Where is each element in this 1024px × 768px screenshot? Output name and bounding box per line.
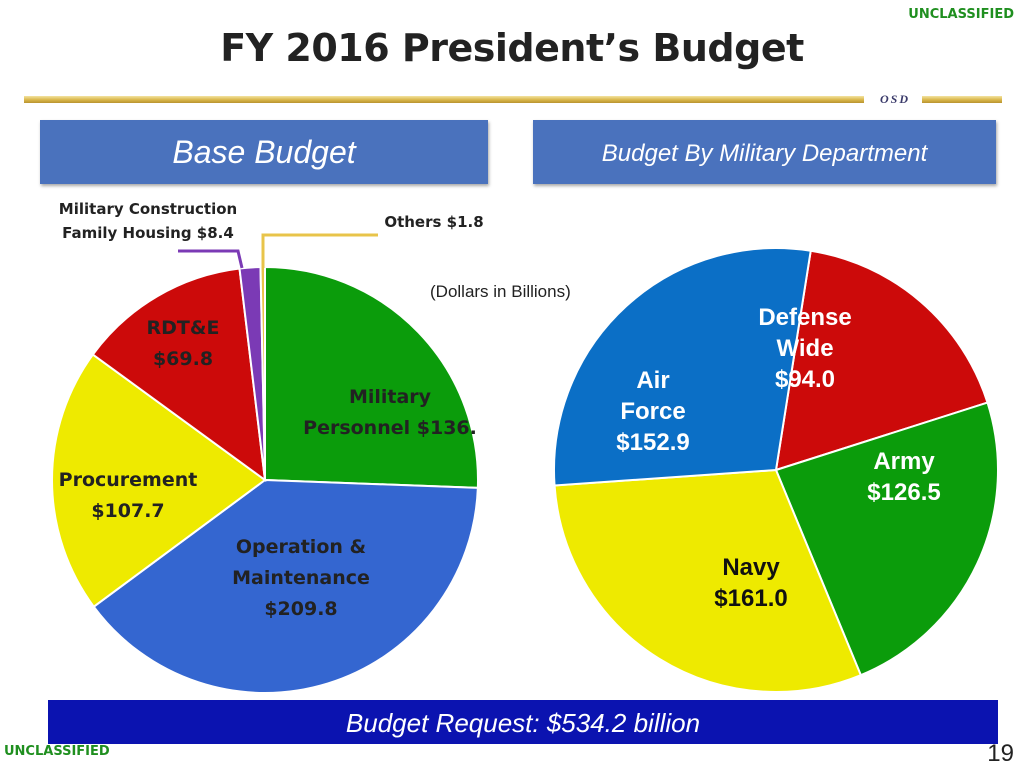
budget-total-label: Budget Request: $534.2 billion bbox=[345, 708, 701, 738]
unit-note: (Dollars in Billions) bbox=[430, 282, 571, 301]
pie1-label-operation-maintenance: Operation & Maintenance $209.8 bbox=[232, 536, 370, 620]
department-banner: Budget By Military Department bbox=[533, 120, 996, 184]
classification-top: UNCLASSIFIED bbox=[908, 7, 1014, 22]
budget-total-bar: Budget Request: $534.2 billion bbox=[48, 700, 998, 744]
pie2-slice-air-force bbox=[553, 247, 812, 487]
pie1-slice-military-personnel bbox=[264, 265, 479, 489]
classification-bottom: UNCLASSIFIED bbox=[4, 744, 110, 759]
others-leader-line bbox=[261, 233, 378, 268]
pie1-label-military-construction-family-housing: Military Construction Family Housing $8.4 bbox=[59, 200, 237, 242]
title-rule bbox=[24, 96, 864, 103]
pie2-slice-defense-wide bbox=[774, 249, 989, 472]
pie1-slice-operation-maintenance bbox=[92, 478, 479, 694]
page-title: FY 2016 President’s Budget bbox=[220, 26, 804, 70]
milcon-leader-line bbox=[178, 249, 244, 269]
base-budget-banner-label: Base Budget bbox=[172, 134, 356, 170]
pie1-slice-procurement bbox=[51, 353, 267, 609]
page-number: 19 bbox=[987, 740, 1014, 767]
pie1-slice-rdt-e bbox=[91, 267, 267, 483]
title-rule-right bbox=[922, 96, 1002, 103]
pie2-label-navy: Navy $161.0 bbox=[714, 554, 787, 612]
pie2-label-army: Army $126.5 bbox=[867, 448, 940, 506]
pie2-label-air-force: Air Force $152.9 bbox=[616, 367, 689, 456]
pie2-slice-army bbox=[774, 401, 999, 677]
pie2-label-defense-wide: Defense Wide $94.0 bbox=[758, 304, 851, 393]
pie1-label-others: Others $1.8 bbox=[384, 213, 483, 231]
department-banner-label: Budget By Military Department bbox=[601, 140, 928, 167]
base-budget-banner: Base Budget bbox=[40, 120, 488, 184]
org-mark: OSD bbox=[879, 92, 910, 106]
pie1-label-rdt-e: RDT&E $69.8 bbox=[147, 317, 220, 370]
pie1-label-military-personnel: Military Personnel $136. bbox=[303, 386, 477, 439]
pie2-slice-navy bbox=[553, 468, 863, 693]
pie1-label-procurement: Procurement $107.7 bbox=[59, 469, 198, 522]
